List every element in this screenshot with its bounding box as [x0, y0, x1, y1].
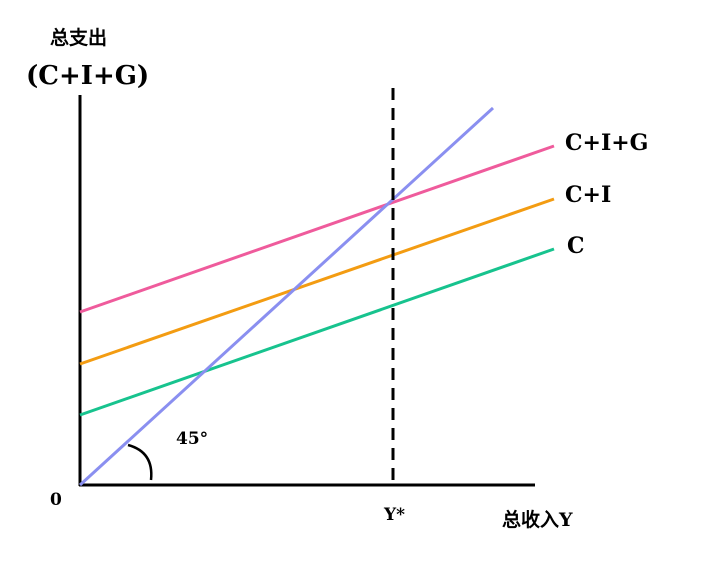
x-axis-title: 总收入Y [502, 508, 573, 531]
line-45-degree [78, 106, 495, 487]
y-axis-title: 总支出 [50, 26, 107, 49]
equilibrium-label: Y* [383, 505, 405, 525]
line-label-cig: C+I+G [565, 130, 648, 156]
y-axis-subtitle: (C+I+G) [26, 61, 149, 91]
line-label-c: C [567, 233, 585, 259]
origin-label: 0 [50, 490, 62, 510]
angle-label: 45° [176, 429, 208, 449]
line-cig [79, 144, 555, 314]
line-c [79, 247, 555, 417]
angle-arc [127, 443, 153, 481]
line-label-ci: C+I [565, 182, 611, 208]
line-ci [79, 197, 555, 366]
